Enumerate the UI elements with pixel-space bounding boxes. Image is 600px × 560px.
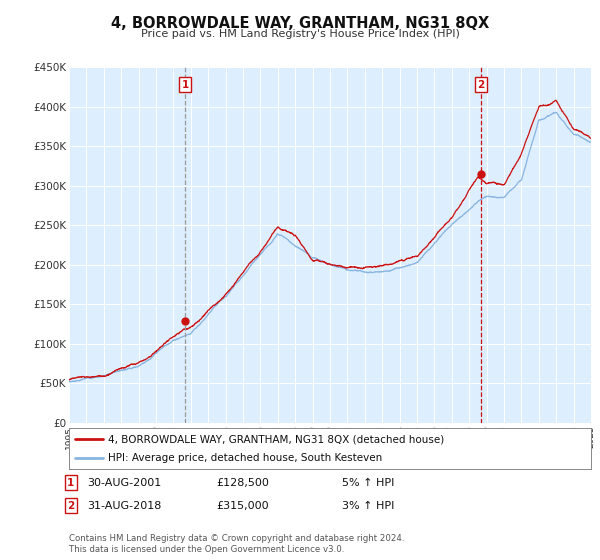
Text: 1: 1 (67, 478, 74, 488)
Text: 2: 2 (477, 80, 484, 90)
Text: 3% ↑ HPI: 3% ↑ HPI (342, 501, 394, 511)
Text: 2: 2 (67, 501, 74, 511)
Text: Contains HM Land Registry data © Crown copyright and database right 2024.
This d: Contains HM Land Registry data © Crown c… (69, 534, 404, 554)
Text: 4, BORROWDALE WAY, GRANTHAM, NG31 8QX (detached house): 4, BORROWDALE WAY, GRANTHAM, NG31 8QX (d… (108, 435, 445, 444)
Text: 5% ↑ HPI: 5% ↑ HPI (342, 478, 394, 488)
Text: HPI: Average price, detached house, South Kesteven: HPI: Average price, detached house, Sout… (108, 453, 382, 463)
Text: £128,500: £128,500 (216, 478, 269, 488)
Text: £315,000: £315,000 (216, 501, 269, 511)
Text: 1: 1 (181, 80, 188, 90)
Text: 4, BORROWDALE WAY, GRANTHAM, NG31 8QX: 4, BORROWDALE WAY, GRANTHAM, NG31 8QX (111, 16, 489, 31)
Text: Price paid vs. HM Land Registry's House Price Index (HPI): Price paid vs. HM Land Registry's House … (140, 29, 460, 39)
Text: 31-AUG-2018: 31-AUG-2018 (87, 501, 161, 511)
Text: 30-AUG-2001: 30-AUG-2001 (87, 478, 161, 488)
